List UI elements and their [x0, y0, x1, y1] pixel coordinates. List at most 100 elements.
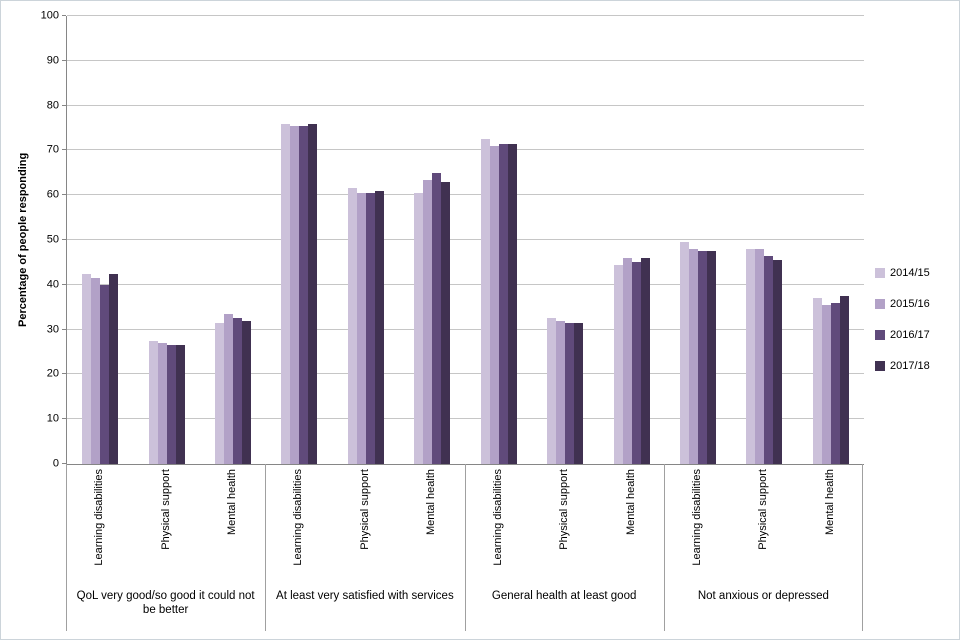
- category-label: Learning disabilities: [691, 469, 703, 566]
- plot-area: [66, 15, 864, 465]
- y-tick-mark: [62, 418, 66, 420]
- category-label: Learning disabilities: [491, 469, 504, 566]
- bar-2015/16: [556, 320, 566, 464]
- category-label-cell: Physical support: [332, 469, 398, 585]
- bar-2016/17: [432, 172, 442, 464]
- group-label: General health at least good: [491, 590, 637, 602]
- bar-2015/16: [91, 278, 101, 464]
- bar-2014/15: [679, 242, 689, 464]
- bar-2014/15: [347, 188, 357, 464]
- y-tick-label: 10: [46, 412, 59, 425]
- y-axis-tick-labels: 0 10 20 30 40 50 60 70 80 90 100: [1, 10, 59, 469]
- category-label: Learning disabilities: [292, 469, 305, 566]
- bar-2015/16: [290, 125, 300, 464]
- y-tick-label: 20: [46, 367, 59, 380]
- category-label: Physical support: [159, 469, 172, 550]
- bar-cluster: [333, 16, 399, 464]
- bar-2015/16: [622, 257, 632, 464]
- y-tick-label: 60: [46, 188, 59, 201]
- bar-2017/18: [441, 181, 451, 464]
- bar-group: [466, 16, 665, 464]
- bar-group: [67, 16, 266, 464]
- bar-2014/15: [547, 318, 557, 464]
- bar-cluster: [133, 16, 199, 464]
- y-tick-mark: [62, 15, 66, 16]
- y-tick-label: 70: [46, 143, 59, 156]
- bar-2016/17: [365, 192, 375, 464]
- bar-2016/17: [764, 255, 774, 464]
- bar-2017/18: [242, 320, 252, 464]
- legend-swatch-icon: [875, 268, 885, 278]
- bar-2014/15: [281, 123, 291, 464]
- y-tick-label: 0: [52, 457, 59, 470]
- bar-2017/18: [507, 143, 517, 464]
- bar-2017/18: [773, 260, 783, 464]
- y-tick-mark: [62, 373, 66, 375]
- bar-2015/16: [821, 304, 831, 464]
- y-tick-label: 30: [46, 323, 59, 336]
- bar-2014/15: [480, 139, 490, 464]
- bar-cluster: [532, 16, 598, 464]
- y-tick-label: 90: [46, 54, 59, 67]
- gridline: [67, 283, 864, 285]
- bar-2016/17: [299, 125, 309, 464]
- bar-2016/17: [697, 251, 707, 464]
- bar-cluster: [399, 16, 465, 464]
- bar-2015/16: [489, 145, 499, 464]
- bar-2017/18: [706, 251, 716, 464]
- category-label-cell: Physical support: [531, 469, 597, 585]
- bar-2017/18: [574, 322, 584, 464]
- bar-2016/17: [233, 318, 243, 464]
- bar-2016/17: [100, 284, 110, 464]
- bar-groups: [67, 16, 864, 464]
- bar-2014/15: [746, 248, 756, 464]
- gridline: [67, 239, 864, 240]
- bar-cluster: [200, 16, 266, 464]
- bar-2017/18: [839, 296, 849, 464]
- category-labels: Learning disabilities Physical support Men…: [66, 469, 863, 585]
- category-label-cell: Mental health: [199, 469, 265, 585]
- group-label: Not anxious or depressed: [697, 590, 829, 602]
- category-label: Mental health: [823, 469, 836, 536]
- y-tick-label: 50: [46, 233, 59, 246]
- legend-label: 2015/16: [890, 298, 930, 310]
- group-labels: QoL very good/so good it could not be be…: [66, 589, 863, 617]
- category-label: Physical support: [558, 469, 571, 550]
- category-label: Physical support: [757, 469, 770, 550]
- bar-2016/17: [830, 302, 840, 464]
- bar-2016/17: [565, 322, 575, 464]
- bar-2014/15: [414, 192, 424, 464]
- legend-swatch-icon: [875, 330, 885, 340]
- legend-item: 2015/16: [875, 298, 930, 310]
- bar-2016/17: [498, 143, 508, 464]
- bar-2017/18: [175, 345, 185, 464]
- bar-cluster: [466, 16, 532, 464]
- category-label-cell: Mental health: [797, 469, 863, 585]
- category-label-cell: Mental health: [398, 469, 464, 585]
- category-label-cell: Physical support: [132, 469, 198, 585]
- bar-2015/16: [755, 248, 765, 464]
- category-label-cell: Learning disabilities: [664, 469, 730, 585]
- y-tick-mark: [62, 328, 66, 330]
- y-tick-mark: [62, 194, 66, 196]
- category-label-cell: Learning disabilities: [265, 469, 331, 585]
- bar-cluster: [598, 16, 664, 464]
- gridline: [67, 104, 864, 106]
- bar-2014/15: [812, 298, 822, 464]
- bar-2015/16: [688, 248, 698, 464]
- bar-cluster: [665, 16, 731, 464]
- y-tick-label: 80: [46, 99, 59, 112]
- y-axis-tick-marks: [62, 15, 66, 464]
- category-label-cell: Mental health: [597, 469, 663, 585]
- category-label: Mental health: [624, 469, 637, 536]
- legend-item: 2016/17: [875, 329, 930, 341]
- bar-cluster: [67, 16, 133, 464]
- y-tick-label: 40: [46, 278, 59, 291]
- bar-2016/17: [166, 345, 176, 464]
- bar-2015/16: [356, 192, 366, 464]
- bar-group: [266, 16, 465, 464]
- bar-group: [665, 16, 864, 464]
- category-label: Mental health: [226, 469, 239, 536]
- bar-cluster: [731, 16, 797, 464]
